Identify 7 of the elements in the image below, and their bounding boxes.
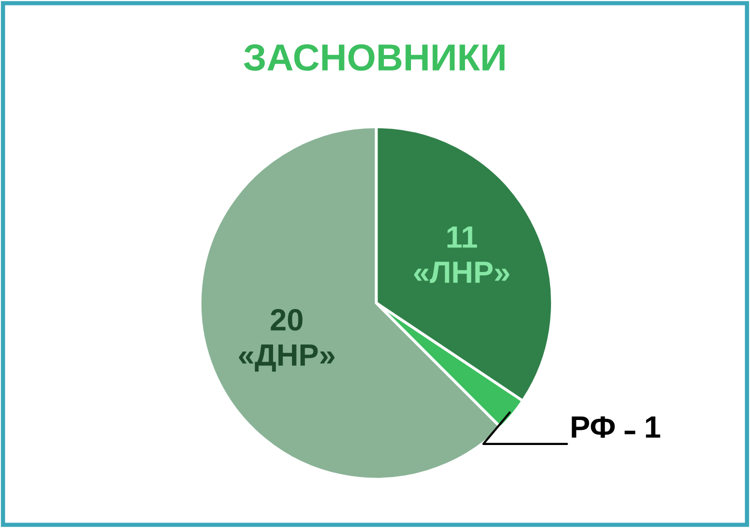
- slice-label: «ЛНР»: [414, 262, 510, 284]
- slice-label: «ДНР»: [238, 344, 334, 372]
- data-label: 20: [270, 308, 302, 331]
- slice-label: РФ: [572, 416, 615, 438]
- data-label: 1: [646, 416, 660, 438]
- chart-title: ЗАСНОВНИКИ: [244, 44, 504, 71]
- data-label: 11: [447, 226, 477, 248]
